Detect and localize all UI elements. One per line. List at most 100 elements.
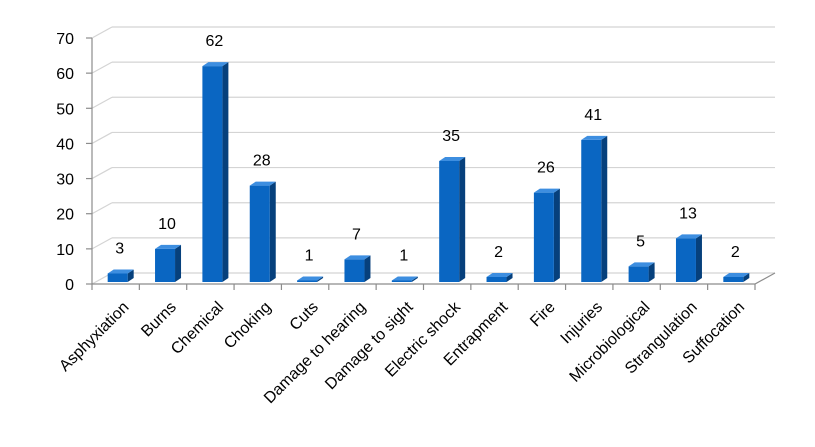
y-tick-label: 10 bbox=[56, 242, 74, 259]
bar-top bbox=[581, 135, 608, 140]
x-category-label: Burns bbox=[138, 299, 180, 341]
bar-damage-to-sight bbox=[391, 276, 418, 282]
bar-front bbox=[439, 161, 460, 282]
bar-front bbox=[486, 276, 507, 282]
bars bbox=[107, 62, 750, 282]
bar-burns bbox=[155, 244, 182, 282]
x-category-label: Fire bbox=[527, 299, 559, 331]
data-label: 62 bbox=[205, 33, 223, 50]
bar-top bbox=[533, 188, 560, 193]
x-category-label: Damage to sight bbox=[322, 298, 417, 393]
bar-top bbox=[155, 244, 182, 249]
y-axis-tick-labels: 0 10 20 30 40 50 60 70 bbox=[56, 31, 74, 294]
x-category-label: Microbiological bbox=[567, 299, 654, 386]
bar-side bbox=[411, 276, 418, 282]
bar-side bbox=[459, 157, 466, 282]
bar-injuries bbox=[581, 135, 608, 282]
data-label: 5 bbox=[636, 233, 645, 250]
bar-side bbox=[695, 234, 702, 282]
bar-front bbox=[723, 276, 744, 282]
x-category-label: Chemical bbox=[168, 299, 227, 358]
bar-front bbox=[628, 266, 649, 282]
bar-side bbox=[269, 181, 276, 282]
gridline-wall-40 bbox=[91, 131, 113, 144]
bar-electric-shock bbox=[439, 157, 466, 282]
data-label: 1 bbox=[305, 247, 314, 264]
bar-damage-to-hearing bbox=[344, 255, 371, 282]
gridline-wall-30 bbox=[91, 167, 113, 180]
bar-side bbox=[601, 135, 608, 282]
bar-top bbox=[723, 272, 750, 277]
bar-front bbox=[202, 66, 223, 282]
bar-top bbox=[107, 269, 134, 274]
bar-microbiological bbox=[628, 262, 655, 282]
y-tick-label: 70 bbox=[56, 31, 74, 48]
bar-side bbox=[222, 62, 229, 282]
data-label: 1 bbox=[399, 247, 408, 264]
bar-top bbox=[297, 276, 324, 281]
x-category-label: Choking bbox=[221, 299, 275, 353]
bar-top bbox=[202, 62, 229, 67]
x-category-label: Asphyxiation bbox=[56, 299, 132, 375]
bar-top bbox=[486, 272, 513, 277]
bar-side bbox=[553, 188, 560, 282]
bar-suffocation bbox=[723, 272, 750, 282]
y-tick-label: 30 bbox=[56, 172, 74, 189]
data-label: 35 bbox=[442, 128, 460, 145]
data-labels: 3 10 62 28 1 7 1 35 2 26 41 5 13 2 bbox=[115, 33, 740, 264]
data-label: 2 bbox=[731, 244, 740, 261]
bar-side bbox=[743, 272, 750, 282]
bar-top bbox=[391, 276, 418, 281]
y-tick-label: 60 bbox=[56, 66, 74, 83]
y-tick-label: 20 bbox=[56, 207, 74, 224]
y-tick-label: 50 bbox=[56, 101, 74, 118]
gridline-wall-50 bbox=[91, 96, 113, 109]
data-label: 3 bbox=[115, 240, 124, 257]
gridline-wall-10 bbox=[91, 237, 113, 250]
data-label: 10 bbox=[158, 216, 176, 233]
data-label: 28 bbox=[253, 153, 271, 170]
bar-side bbox=[364, 255, 371, 282]
bar-front bbox=[675, 238, 696, 282]
bar-side bbox=[317, 276, 324, 282]
data-label: 26 bbox=[537, 160, 555, 177]
gridline-wall-60 bbox=[91, 61, 113, 74]
data-label: 41 bbox=[584, 107, 602, 124]
bar-front bbox=[249, 185, 270, 282]
bar-top bbox=[628, 262, 655, 267]
bar-side bbox=[175, 244, 182, 282]
bar-side bbox=[127, 269, 134, 282]
bar-front bbox=[581, 139, 602, 282]
bar-entrapment bbox=[486, 272, 513, 282]
y-tick-label: 0 bbox=[65, 277, 74, 294]
bar-strangulation bbox=[675, 234, 702, 282]
x-axis-floor bbox=[92, 272, 776, 285]
bar-top bbox=[344, 255, 371, 260]
bar-front bbox=[107, 273, 128, 282]
bar-top bbox=[439, 157, 466, 161]
bar-front bbox=[155, 248, 176, 282]
bar-cuts bbox=[297, 276, 324, 282]
bar-front bbox=[391, 280, 412, 282]
gridlines bbox=[91, 26, 775, 285]
axes bbox=[86, 37, 776, 290]
gridline-wall-20 bbox=[91, 202, 113, 215]
bar-front bbox=[533, 192, 554, 282]
gridline-wall-70 bbox=[91, 26, 113, 39]
bar-top bbox=[249, 181, 276, 186]
bar-choking bbox=[249, 181, 276, 282]
y-tick-label: 40 bbox=[56, 136, 74, 153]
bar-front bbox=[344, 259, 365, 282]
x-category-label: Cuts bbox=[287, 299, 322, 334]
bar-front bbox=[297, 280, 318, 282]
bar-side bbox=[648, 262, 655, 282]
bar-asphyxiation bbox=[107, 269, 134, 282]
data-label: 2 bbox=[494, 244, 503, 261]
bar-side bbox=[506, 272, 513, 282]
data-label: 13 bbox=[679, 205, 697, 222]
bar-top bbox=[675, 234, 702, 239]
data-label: 7 bbox=[352, 226, 361, 243]
bar-chemical bbox=[202, 62, 229, 282]
